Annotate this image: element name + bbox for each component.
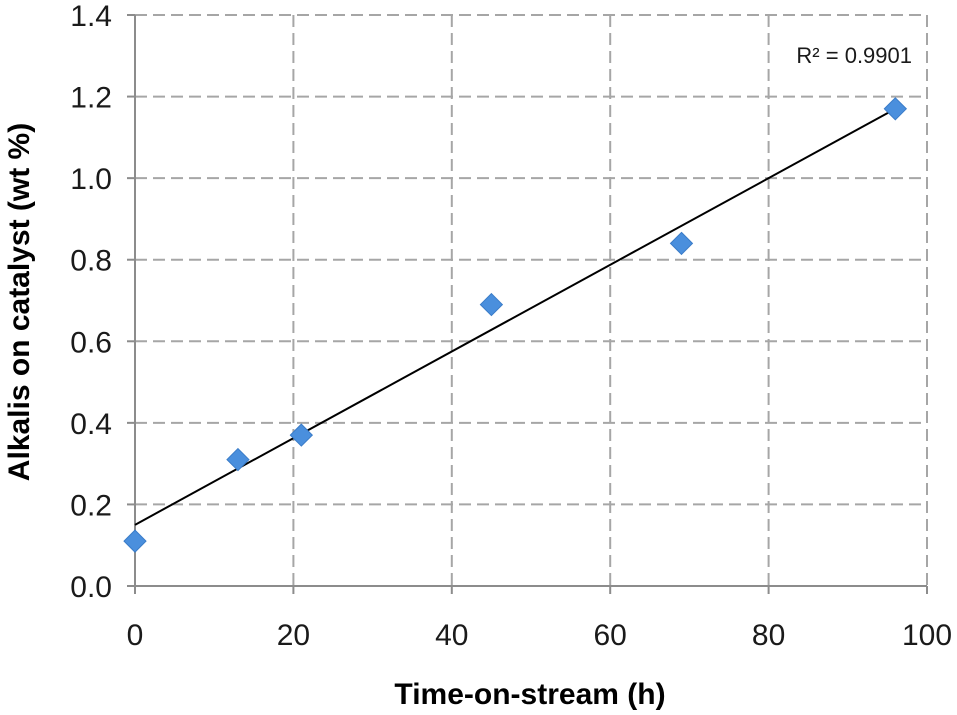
y-tick-label: 0.8 [70, 245, 112, 278]
y-tick-label: 0.4 [70, 408, 112, 441]
axes [127, 14, 928, 594]
x-tick-label: 20 [277, 619, 310, 652]
x-tick-label: 0 [127, 619, 144, 652]
y-tick-labels: 0.0 0.2 0.4 0.6 0.8 1.0 1.2 1.4 [70, 0, 112, 604]
data-point [669, 231, 694, 256]
grid [135, 14, 928, 586]
x-tick-label: 40 [435, 619, 468, 652]
data-point [479, 292, 504, 317]
x-tick-labels: 0 20 40 60 80 100 [127, 619, 952, 652]
y-tick-label: 1.2 [70, 82, 112, 115]
data-point [883, 97, 908, 121]
y-tick-label: 1.4 [70, 0, 112, 33]
x-tick-label: 80 [752, 619, 785, 652]
data-point [123, 529, 147, 553]
trendline [134, 107, 896, 526]
data-points [123, 97, 908, 553]
trendline-group [134, 107, 896, 526]
y-tick-label: 0.6 [70, 326, 112, 359]
r-squared-annotation: R² = 0.9901 [796, 43, 912, 68]
data-point [226, 447, 250, 472]
data-point [289, 423, 314, 447]
y-tick-label: 0.2 [70, 489, 112, 522]
y-tick-label: 1.0 [70, 163, 112, 196]
y-axis-title: Alkalis on catalyst (wt %) [3, 123, 36, 481]
y-tick-label: 0.0 [70, 571, 112, 604]
x-tick-label: 60 [594, 619, 627, 652]
x-tick-label: 100 [902, 619, 952, 652]
x-axis-title: Time-on-stream (h) [394, 678, 665, 711]
